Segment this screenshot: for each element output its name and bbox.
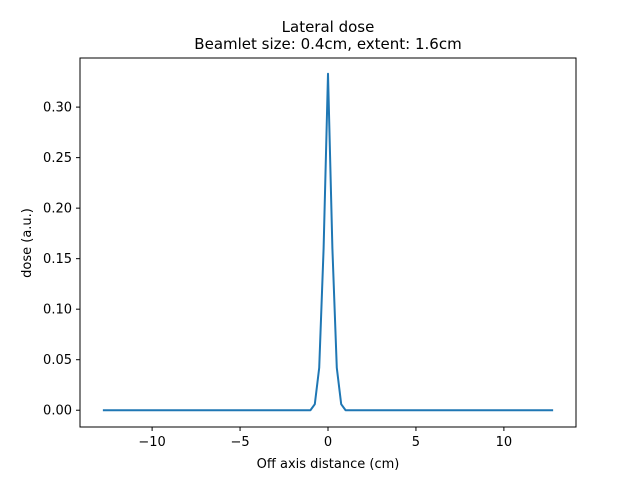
- y-tick-label: 0.15: [43, 252, 72, 267]
- x-axis-label: Off axis distance (cm): [257, 457, 400, 472]
- x-tick-label: −10: [138, 435, 165, 450]
- series-line-0: [102, 72, 554, 412]
- axes: −10 −5 0 5 10 0.00 0.05 0.10 0.15 0.20 0.25 0.30: [43, 57, 577, 450]
- y-tick-label: 0.30: [43, 101, 72, 116]
- y-tick-label: 0.00: [43, 404, 72, 419]
- x-tick-label: 0: [324, 435, 332, 450]
- chart-title: Lateral dose: [282, 18, 375, 36]
- chart-subtitle: Beamlet size: 0.4cm, extent: 1.6cm: [194, 35, 461, 53]
- x-tick-label: −5: [230, 435, 249, 450]
- y-tick-label: 0.25: [43, 151, 72, 166]
- x-tick-label: 5: [412, 435, 420, 450]
- plot-area: [102, 72, 554, 412]
- x-tick-label: 10: [496, 435, 513, 450]
- y-tick-label: 0.05: [43, 353, 72, 368]
- y-tick-label: 0.10: [43, 303, 72, 318]
- y-tick-label: 0.20: [43, 202, 72, 217]
- y-axis-label: dose (a.u.): [20, 208, 35, 278]
